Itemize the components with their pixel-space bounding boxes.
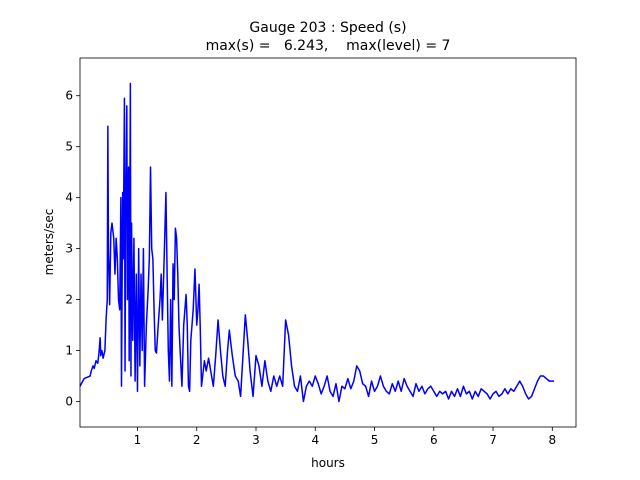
x-tick-label: 6	[430, 433, 438, 447]
y-tick-label: 2	[65, 293, 73, 307]
y-tick-label: 4	[65, 191, 73, 205]
x-tick-label: 8	[548, 433, 556, 447]
x-tick-label: 4	[311, 433, 319, 447]
x-axis-label: hours	[311, 456, 345, 470]
chart-subtitle: max(s) = 6.243, max(level) = 7	[206, 38, 451, 54]
x-tick-label: 7	[489, 433, 497, 447]
x-tick-label: 3	[252, 433, 260, 447]
y-tick-label: 0	[65, 395, 73, 409]
data-line	[79, 82, 555, 403]
y-tick-label: 6	[65, 89, 73, 103]
plot-frame	[79, 57, 577, 428]
chart-title: Gauge 203 : Speed (s)	[249, 20, 406, 36]
x-tick-label: 5	[371, 433, 379, 447]
x-tick-label: 1	[134, 433, 142, 447]
y-tick-label: 1	[65, 344, 73, 358]
y-axis-label: meters/sec	[42, 209, 56, 276]
y-tick-label: 5	[65, 140, 73, 154]
y-tick-label: 3	[65, 242, 73, 256]
x-tick-label: 2	[193, 433, 201, 447]
